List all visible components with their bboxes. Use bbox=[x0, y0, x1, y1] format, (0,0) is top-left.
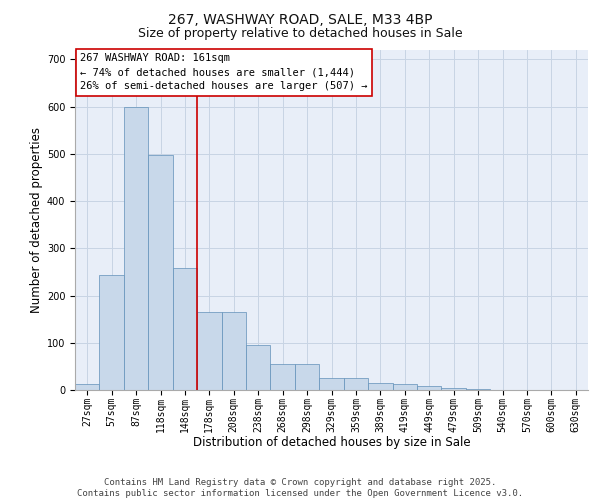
Bar bbox=[368, 383, 392, 390]
Bar bbox=[246, 345, 271, 390]
Text: 267 WASHWAY ROAD: 161sqm
← 74% of detached houses are smaller (1,444)
26% of sem: 267 WASHWAY ROAD: 161sqm ← 74% of detach… bbox=[80, 54, 368, 92]
Bar bbox=[417, 386, 442, 390]
Bar bbox=[75, 384, 100, 390]
Bar bbox=[442, 388, 466, 390]
Bar bbox=[124, 106, 148, 390]
Bar bbox=[148, 156, 173, 390]
Bar bbox=[100, 275, 124, 390]
Text: Size of property relative to detached houses in Sale: Size of property relative to detached ho… bbox=[137, 28, 463, 40]
Bar bbox=[319, 378, 344, 390]
X-axis label: Distribution of detached houses by size in Sale: Distribution of detached houses by size … bbox=[193, 436, 470, 448]
Bar bbox=[466, 388, 490, 390]
Bar bbox=[221, 312, 246, 390]
Y-axis label: Number of detached properties: Number of detached properties bbox=[29, 127, 43, 313]
Bar bbox=[197, 312, 221, 390]
Bar bbox=[295, 364, 319, 390]
Bar bbox=[173, 268, 197, 390]
Bar bbox=[271, 364, 295, 390]
Bar bbox=[344, 378, 368, 390]
Text: 267, WASHWAY ROAD, SALE, M33 4BP: 267, WASHWAY ROAD, SALE, M33 4BP bbox=[168, 12, 432, 26]
Text: Contains HM Land Registry data © Crown copyright and database right 2025.
Contai: Contains HM Land Registry data © Crown c… bbox=[77, 478, 523, 498]
Bar bbox=[392, 384, 417, 390]
